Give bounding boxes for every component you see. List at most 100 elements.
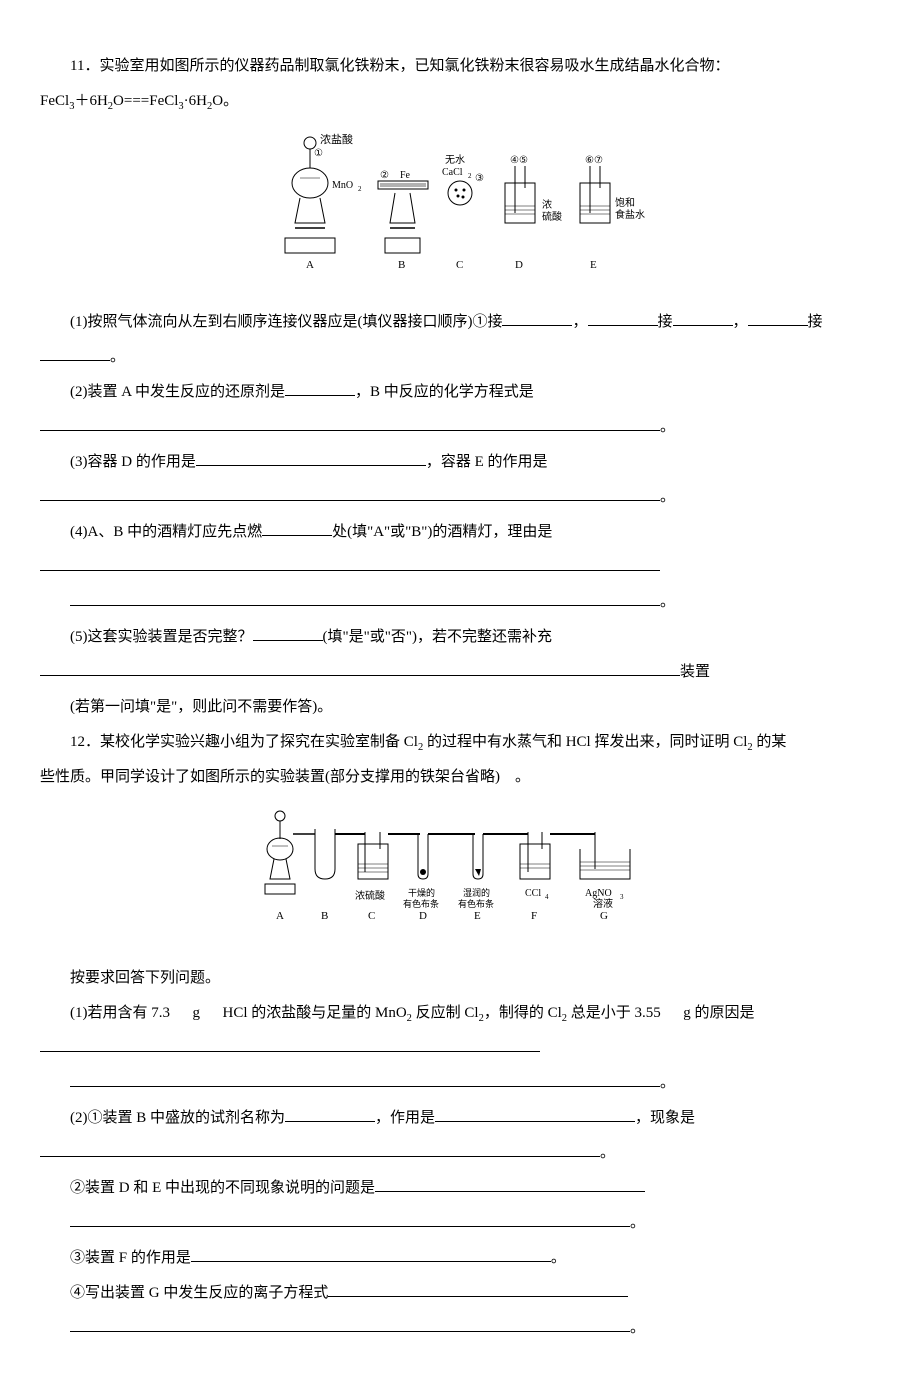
blank — [40, 1139, 600, 1157]
q11-p3: (3)容器 D 的作用是，容器 E 的作用是 — [40, 446, 880, 479]
blank — [673, 308, 733, 326]
blank — [40, 1034, 540, 1052]
q11-p2-end: 。 — [40, 411, 880, 444]
q11-p4-line2 — [40, 551, 880, 584]
svg-text:3: 3 — [620, 893, 624, 901]
svg-text:浓: 浓 — [542, 199, 552, 211]
blank — [70, 1209, 630, 1227]
svg-text:Fe: Fe — [400, 170, 411, 181]
apparatus-a2-icon: A — [265, 811, 295, 922]
q11-intro: 11．实验室用如图所示的仪器药品制取氯化铁粉末，已知氯化铁粉末很容易吸水生成结晶… — [40, 50, 880, 83]
q12-p2-end: 。 — [40, 1137, 880, 1170]
q12-p3-end: 。 — [40, 1207, 880, 1240]
svg-text:无水: 无水 — [445, 154, 465, 166]
svg-text:B: B — [321, 910, 328, 922]
q11-p4: (4)A、B 中的酒精灯应先点燃处(填"A"或"B")的酒精灯，理由是 — [40, 516, 880, 549]
blank — [40, 343, 110, 361]
svg-text:浓盐酸: 浓盐酸 — [320, 132, 353, 146]
q11-p1-end: 。 — [40, 341, 880, 374]
svg-text:饱和: 饱和 — [615, 197, 635, 209]
svg-text:干燥的: 干燥的 — [408, 887, 435, 898]
svg-text:G: G — [600, 910, 608, 922]
blank — [253, 623, 323, 641]
svg-text:浓硫酸: 浓硫酸 — [355, 889, 385, 902]
q12-p1-line2 — [40, 1032, 880, 1065]
svg-text:C: C — [368, 910, 375, 922]
svg-text:AgNO: AgNO — [585, 888, 612, 899]
apparatus-e2-icon: 湿润的 有色布条 E — [458, 834, 494, 922]
svg-text:D: D — [515, 259, 523, 271]
blank — [70, 588, 660, 606]
svg-text:CaCl: CaCl — [442, 167, 463, 178]
svg-text:F: F — [531, 910, 537, 922]
svg-text:2: 2 — [358, 185, 362, 193]
q12-p2: (2)①装置 B 中盛放的试剂名称为，作用是，现象是 — [40, 1102, 880, 1135]
q12-diagram: A B 浓硫酸 C — [40, 804, 880, 947]
apparatus-g2-icon: AgNO 3 溶液 G — [580, 832, 630, 922]
svg-text:⑥⑦: ⑥⑦ — [585, 155, 603, 166]
svg-text:食盐水: 食盐水 — [615, 208, 645, 221]
blank — [40, 413, 660, 431]
q11-p5: (5)这套实验装置是否完整？(填"是"或"否")，若不完整还需补充 — [40, 621, 880, 654]
q12-p3: ②装置 D 和 E 中出现的不同现象说明的问题是 — [40, 1172, 880, 1205]
svg-text:A: A — [276, 910, 284, 922]
apparatus-e-icon: ⑥⑦ 饱和 食盐水 E — [580, 155, 645, 271]
svg-text:2: 2 — [468, 172, 472, 180]
svg-text:D: D — [419, 910, 427, 922]
svg-text:②: ② — [380, 170, 389, 181]
q12-p5-end: 。 — [40, 1312, 880, 1345]
q12-prompt: 按要求回答下列问题。 — [40, 962, 880, 995]
q12-intro-1: 12．某校化学实验兴趣小组为了探究在实验室制备 Cl2 的过程中有水蒸气和 HC… — [40, 726, 880, 759]
q12-intro-2: 些性质。甲同学设计了如图所示的实验装置(部分支撑用的铁架台省略) 。 — [40, 761, 880, 794]
q11-p5-end: (若第一问填"是"，则此问不需要作答)。 — [40, 691, 880, 724]
svg-text:湿润的: 湿润的 — [463, 887, 490, 898]
q11-p5-line2: 装置 — [40, 656, 880, 689]
svg-text:B: B — [398, 259, 405, 271]
svg-text:溶液: 溶液 — [593, 897, 613, 910]
blank — [40, 483, 660, 501]
apparatus-c-icon: 无水 CaCl 2 ③ C — [442, 154, 484, 271]
blank — [435, 1104, 635, 1122]
q11-diagram: 浓盐酸 ① MnO 2 A ② Fe B — [40, 128, 880, 291]
blank — [40, 658, 680, 676]
blank — [285, 1104, 375, 1122]
q12-p4: ③装置 F 的作用是。 — [40, 1242, 880, 1275]
svg-text:MnO: MnO — [332, 180, 353, 191]
apparatus-d-icon: ④⑤ 浓 硫酸 D — [505, 155, 562, 271]
q11-formula: FeCl3＋6H2O===FeCl3·6H2O。 — [40, 85, 880, 118]
svg-text:A: A — [306, 259, 314, 271]
svg-text:有色布条: 有色布条 — [403, 898, 439, 909]
apparatus-b-icon: ② Fe B — [378, 170, 428, 271]
apparatus-c2-icon: 浓硫酸 C — [355, 832, 388, 922]
svg-text:CCl: CCl — [525, 888, 541, 899]
blank — [748, 308, 808, 326]
blank — [375, 1174, 645, 1192]
q11-p3-end: 。 — [40, 481, 880, 514]
q12-p1-end: 。 — [40, 1067, 880, 1100]
blank — [70, 1069, 660, 1087]
svg-text:E: E — [590, 259, 597, 271]
q12-p1: (1)若用含有 7.3 g HCl 的浓盐酸与足量的 MnO2 反应制 Cl2，… — [40, 997, 880, 1030]
blank — [40, 553, 660, 571]
blank — [502, 308, 572, 326]
svg-text:①: ① — [314, 148, 323, 159]
blank — [191, 1244, 551, 1262]
q11-p1: (1)按照气体流向从左到右顺序连接仪器应是(填仪器接口顺序)①接，接，接 — [40, 306, 880, 339]
apparatus-b2-icon: B — [315, 829, 335, 922]
q12-p5: ④写出装置 G 中发生反应的离子方程式 — [40, 1277, 880, 1310]
blank — [196, 448, 426, 466]
svg-text:C: C — [456, 259, 463, 271]
svg-text:E: E — [474, 910, 481, 922]
apparatus-f2-icon: CCl 4 F — [520, 832, 550, 922]
blank — [70, 1314, 630, 1332]
svg-text:4: 4 — [545, 893, 549, 901]
svg-text:③: ③ — [475, 173, 484, 184]
blank — [285, 378, 355, 396]
svg-text:有色布条: 有色布条 — [458, 898, 494, 909]
blank — [328, 1279, 628, 1297]
svg-text:硫酸: 硫酸 — [542, 210, 562, 223]
blank — [588, 308, 658, 326]
apparatus-a-icon: 浓盐酸 ① MnO 2 A — [285, 132, 362, 271]
blank — [262, 518, 332, 536]
svg-text:④⑤: ④⑤ — [510, 155, 528, 166]
